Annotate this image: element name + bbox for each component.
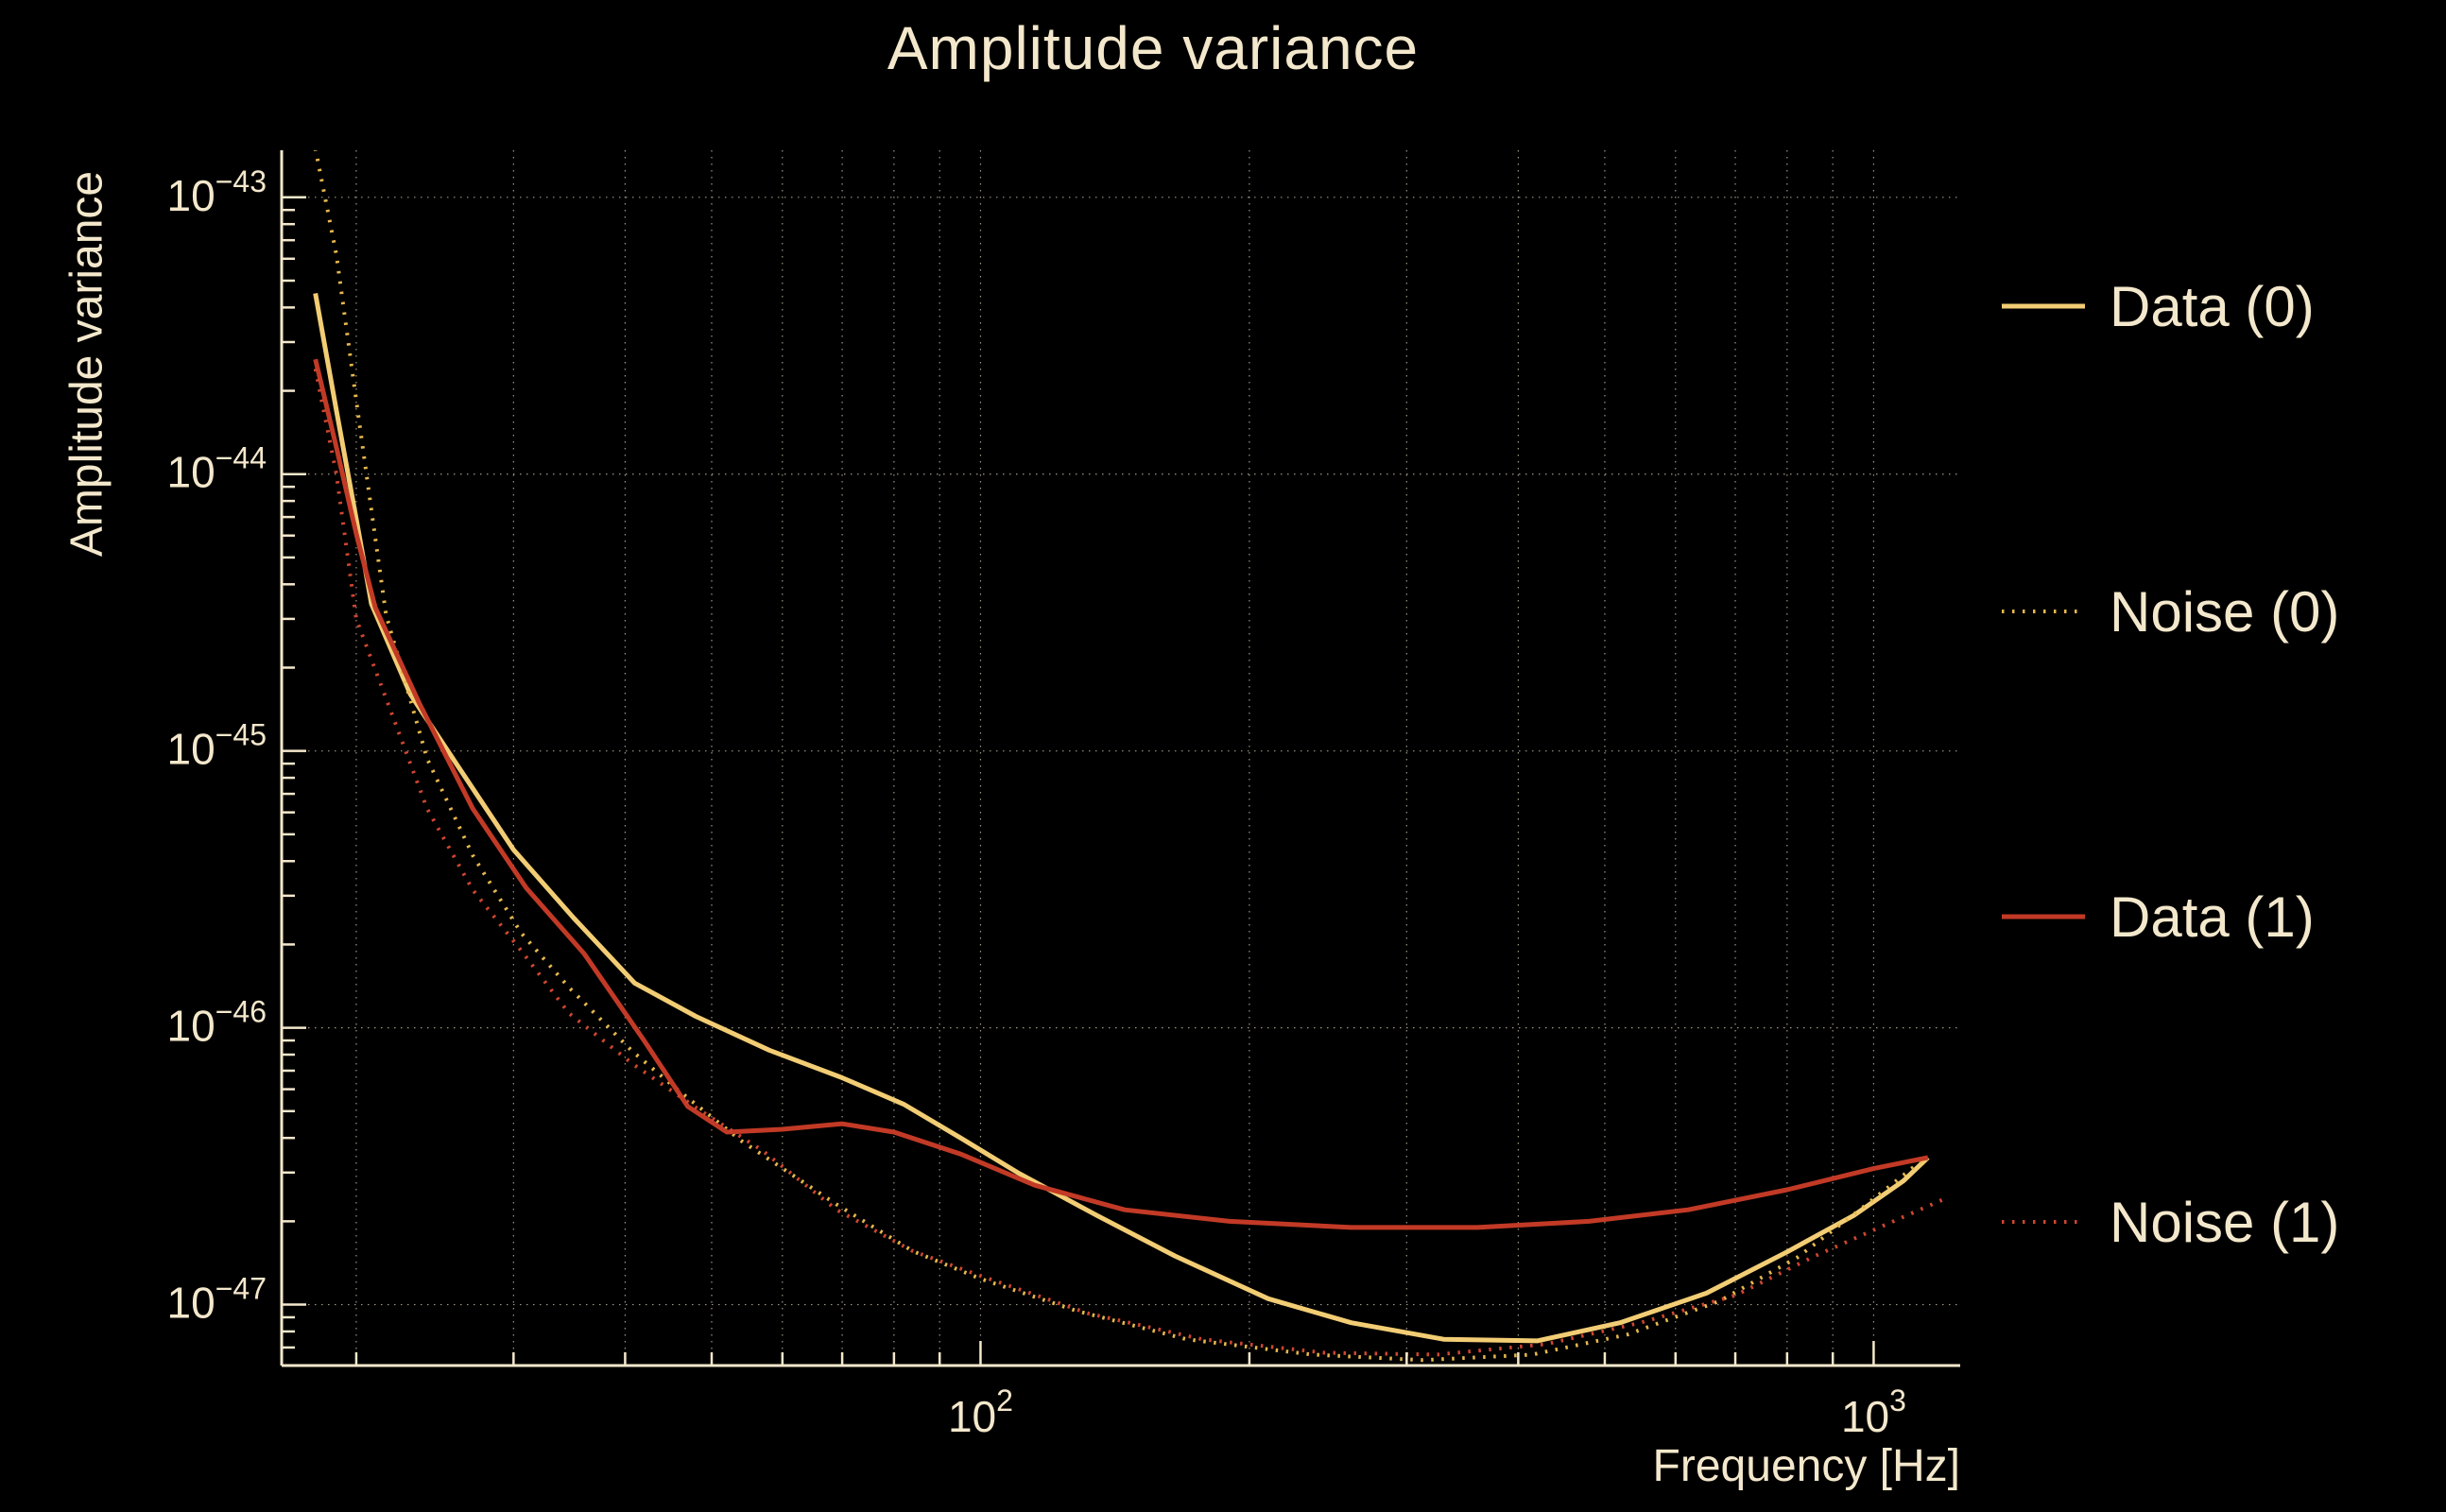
series-curves bbox=[313, 150, 1945, 1363]
legend: Data (0) Noise (0) Data (1) Noise (1) bbox=[1996, 0, 2440, 1512]
chart-title: Amplitude variance bbox=[887, 14, 1420, 82]
legend-label: Data (1) bbox=[2110, 885, 2315, 949]
legend-entry: Data (0) bbox=[2002, 272, 2315, 340]
x-tick-label: 103 bbox=[1841, 1383, 1906, 1441]
curve-noise-0 bbox=[314, 150, 1922, 1363]
y-tick-label: 10−46 bbox=[167, 995, 267, 1051]
curve-data-1 bbox=[313, 358, 1929, 1230]
curve-data-0 bbox=[313, 292, 1930, 1344]
y-tick-label: 10−45 bbox=[167, 718, 267, 774]
y-tick-label: 10−47 bbox=[167, 1272, 267, 1328]
x-axis-title: Frequency [Hz] bbox=[1652, 1441, 1960, 1491]
curve-noise-1 bbox=[313, 369, 1945, 1357]
tick-marks bbox=[282, 196, 1875, 1366]
legend-entry: Noise (0) bbox=[2002, 577, 2339, 645]
legend-label: Noise (1) bbox=[2110, 1190, 2340, 1254]
legend-line-sample bbox=[2002, 303, 2085, 309]
legend-label: Data (0) bbox=[2110, 274, 2315, 338]
grid bbox=[282, 150, 1960, 1366]
axes bbox=[280, 150, 1960, 1367]
legend-line-sample bbox=[2002, 1220, 2085, 1224]
x-tick-label: 102 bbox=[948, 1383, 1013, 1441]
tick-labels: 102 103 10−43 10−44 10−45 10−46 10−47 bbox=[167, 164, 1906, 1441]
legend-entry: Data (1) bbox=[2002, 883, 2315, 951]
legend-line-sample bbox=[2002, 610, 2085, 613]
y-tick-label: 10−44 bbox=[167, 441, 267, 497]
y-tick-label: 10−43 bbox=[167, 164, 267, 220]
legend-line-sample bbox=[2002, 914, 2085, 919]
legend-label: Noise (0) bbox=[2110, 579, 2340, 644]
legend-entry: Noise (1) bbox=[2002, 1188, 2339, 1256]
